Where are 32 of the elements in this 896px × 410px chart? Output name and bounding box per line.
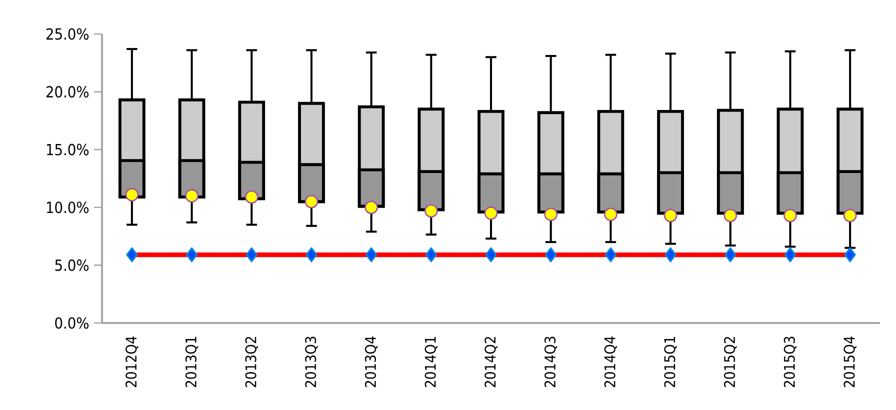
x-tick-label: 2015Q4 [844,336,856,388]
point [484,206,498,220]
x-tick-label: 2014Q3 [544,336,558,388]
x-tick-label: 2014Q1 [424,336,438,388]
x-tick-label: 2015Q2 [724,337,737,388]
point [424,204,438,218]
point [125,188,139,202]
point [664,208,678,222]
x-tick-label: 2015Q3 [784,336,797,388]
x-tick-label: 2013Q2 [245,337,258,388]
x-tick-label: 2013Q1 [185,336,198,388]
point [843,208,857,222]
point [244,190,258,204]
y-tick-label: 25.0% [46,28,89,40]
y-tick-label: 20.0% [46,86,89,98]
point [724,208,738,222]
y-tick-label: 15.0% [46,144,89,156]
x-tick-label: 2014Q4 [604,336,618,388]
point [604,208,618,221]
y-tick-label: 5.0% [55,259,89,271]
point [784,208,797,222]
x-tick-label: 2013Q3 [305,336,318,388]
point [185,189,198,202]
y-tick-label: 10.0% [46,202,89,214]
x-tick-label: 2012Q4 [126,336,138,388]
x-tick-label: 2013Q4 [364,336,378,388]
point [304,194,318,208]
point [544,208,558,221]
x-tick-label: 2015Q1 [664,336,677,388]
x-tick-label: 2014Q2 [484,337,498,388]
y-tick-label: 0.0% [55,317,89,329]
point [364,200,378,214]
